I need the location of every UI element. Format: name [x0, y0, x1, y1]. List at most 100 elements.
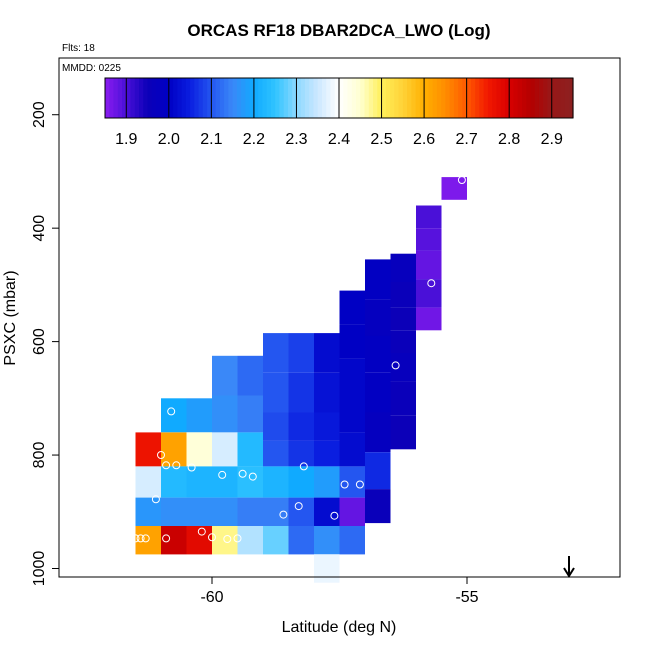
x-axis: -60 -55 [200, 576, 479, 606]
colorbar-segment [445, 78, 451, 118]
colorbar-segment [330, 78, 336, 118]
flight-point [218, 470, 227, 479]
heatmap-cell [212, 355, 238, 396]
colorbar-segment [198, 78, 204, 118]
colorbar-segment [262, 78, 268, 118]
flight-point [340, 480, 349, 489]
colorbar-segment [317, 78, 323, 118]
flight-point [248, 472, 257, 481]
heatmap-cell [288, 412, 314, 441]
heatmap-cell [212, 395, 238, 433]
colorbar-segment [347, 78, 353, 118]
colorbar-tick-label: 2.2 [243, 131, 265, 148]
colorbar-segment [390, 78, 395, 118]
colorbar-segment [151, 78, 157, 118]
heatmap-cell [314, 440, 340, 467]
colorbar-segment [538, 78, 544, 118]
colorbar-segment [356, 78, 361, 118]
colorbar-segment [339, 78, 344, 118]
heatmap-cell [365, 489, 391, 524]
heatmap-cell [263, 333, 289, 373]
heatmap-cell [186, 497, 212, 526]
heatmap-cell [390, 253, 416, 283]
colorbar [104, 77, 574, 119]
colorbar-segment [105, 78, 110, 118]
flight-point [157, 451, 165, 459]
heatmap-cell [365, 412, 391, 453]
colorbar-segment [156, 78, 161, 118]
flight-point [330, 511, 339, 520]
heatmap-cell [237, 497, 263, 526]
colorbar-segment [385, 78, 391, 118]
heatmap-cell [365, 452, 391, 490]
heatmap-cell [314, 497, 340, 526]
heatmap-cell [416, 279, 442, 308]
flight-point [355, 480, 364, 489]
heatmap-cell [390, 282, 416, 308]
flight-point [401, 463, 410, 472]
heatmap-cell [390, 330, 416, 353]
x-tick-label: -55 [455, 589, 478, 606]
heatmap-cell [288, 497, 314, 526]
colorbar-segment [560, 78, 566, 118]
colorbar-segment [313, 78, 319, 118]
flight-point [457, 176, 466, 184]
colorbar-segment [407, 78, 412, 118]
colorbar-segment [309, 78, 315, 118]
colorbar-segment [275, 78, 281, 118]
heatmap-cell [186, 398, 212, 433]
colorbar-segment [164, 78, 170, 118]
colorbar-segment [436, 78, 442, 118]
heatmap-cell [135, 466, 161, 498]
colorbar-segment [377, 78, 383, 118]
colorbar-segment [215, 78, 221, 118]
heatmap-cell [237, 466, 263, 498]
colorbar-tick-label: 2.8 [498, 131, 520, 148]
y-tick-label: 1000 [31, 551, 48, 587]
heatmap-cell [390, 307, 416, 331]
colorbar-segment [241, 78, 246, 118]
colorbar-segment [292, 78, 298, 118]
date-label: MMDD: 0225 [62, 63, 121, 74]
colorbar-segment [296, 78, 302, 118]
heatmap-cell [288, 333, 314, 373]
y-tick-label: 600 [31, 328, 48, 355]
heatmap-cell [161, 432, 187, 467]
flight-point [131, 534, 140, 543]
colorbar-segment [109, 78, 115, 118]
colorbar-segment [321, 78, 327, 118]
colorbar-segment [181, 78, 187, 118]
y-tick-label: 400 [31, 215, 48, 242]
heatmap-cell [288, 526, 314, 555]
flight-track-points [131, 176, 466, 543]
colorbar-segment [458, 78, 463, 118]
flight-point [197, 527, 206, 536]
colorbar-segment [466, 78, 472, 118]
colorbar-segment [228, 78, 234, 118]
colorbar-segment [258, 78, 264, 118]
flight-point [162, 461, 171, 470]
colorbar-segment [190, 78, 195, 118]
colorbar-segment [402, 78, 408, 118]
colorbar-tick-label: 2.9 [541, 131, 563, 148]
colorbar-segment [160, 78, 166, 118]
heatmap-cell [161, 466, 187, 498]
colorbar-segment [168, 78, 174, 118]
colorbar-segment [219, 78, 225, 118]
colorbar-segment [483, 78, 489, 118]
heatmap-cell [416, 307, 442, 331]
colorbar-segment [526, 78, 532, 118]
x-tick-label: -60 [200, 589, 223, 606]
flight-point [187, 463, 196, 472]
heatmap-cell [237, 526, 263, 555]
colorbar-segment [509, 78, 515, 118]
colorbar-segment [534, 78, 540, 118]
colorbar-segment [504, 78, 510, 118]
colorbar-segment [441, 78, 446, 118]
heatmap-cell [314, 333, 340, 373]
colorbar-segment [232, 78, 238, 118]
heatmap-cell [161, 398, 187, 433]
colorbar-segment [411, 78, 417, 118]
colorbar-segment [496, 78, 502, 118]
